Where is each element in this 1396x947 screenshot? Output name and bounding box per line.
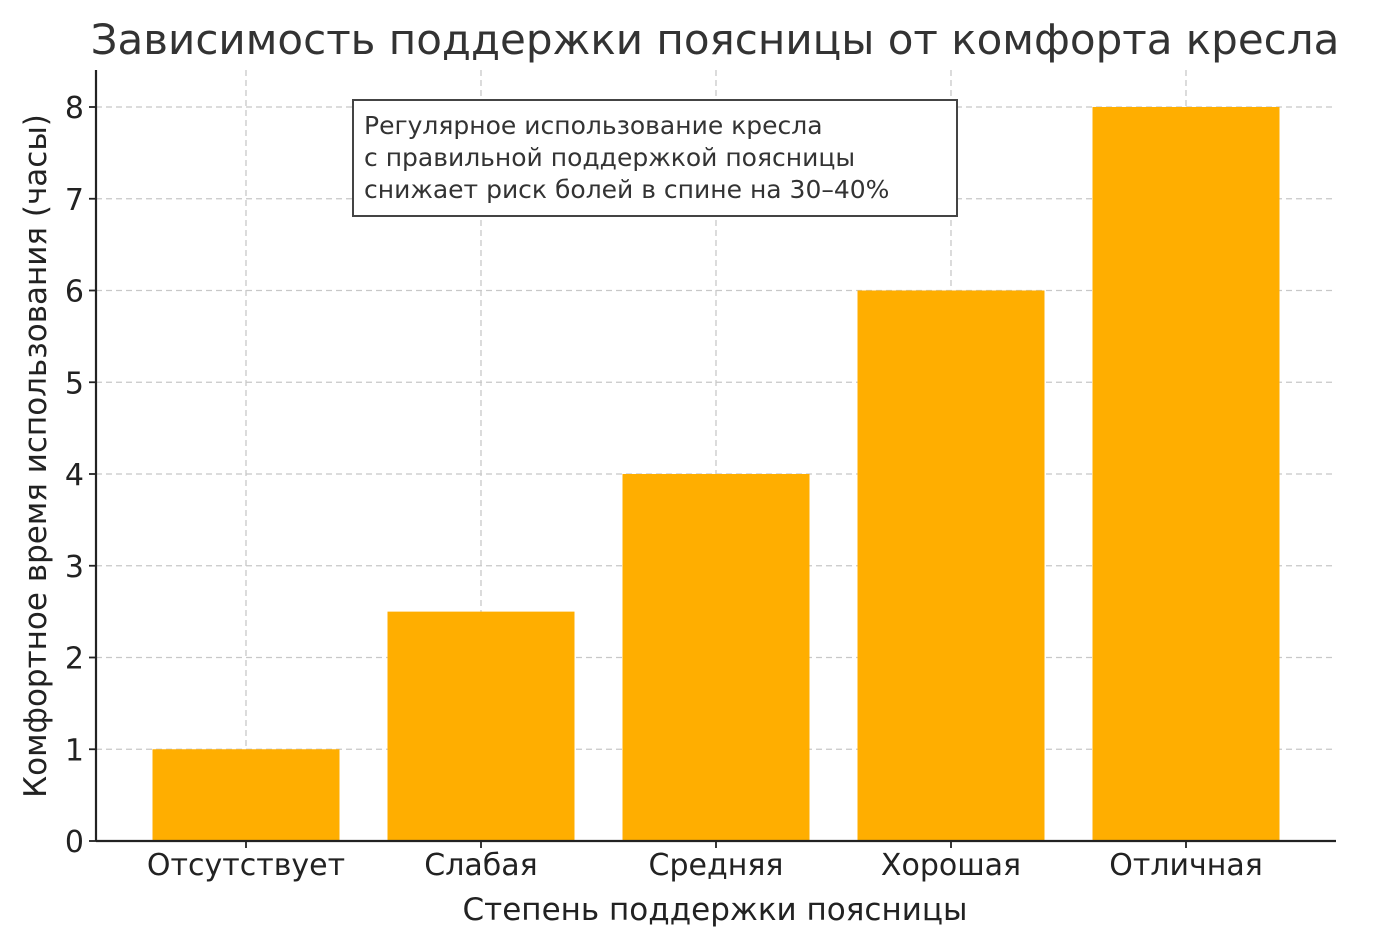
x-tick-label: Хорошая	[881, 848, 1021, 883]
y-axis-ticks: 0 1 2 3 4 5 6 7 8	[65, 91, 96, 860]
y-tick-label: 0	[65, 825, 84, 860]
y-tick-label: 2	[65, 642, 84, 677]
y-tick-label: 1	[65, 733, 84, 768]
x-tick-label: Средняя	[649, 848, 784, 883]
y-tick-label: 7	[65, 183, 84, 218]
x-axis-label: Степень поддержки поясницы	[463, 892, 968, 928]
bars	[152, 107, 1280, 841]
y-tick-label: 5	[65, 366, 84, 401]
y-tick-label: 4	[65, 458, 84, 493]
annotation-line-2: с правильной поддержкой поясницы	[364, 143, 855, 172]
annotation-line-3: снижает риск болей в спине на 30–40%	[364, 175, 889, 204]
y-tick-label: 6	[65, 275, 84, 310]
x-tick-label: Отсутствует	[147, 848, 345, 883]
y-tick-label: 3	[65, 550, 84, 585]
bar-4	[857, 290, 1045, 841]
x-tick-label: Отличная	[1109, 848, 1263, 883]
y-axis-label: Комфортное время использования (часы)	[18, 114, 54, 798]
bar-2	[387, 611, 575, 841]
x-tick-label: Слабая	[424, 848, 537, 883]
bar-3	[622, 474, 810, 841]
bar-1	[152, 749, 340, 841]
x-axis-ticks: Отсутствует Слабая Средняя Хорошая Отличная	[147, 841, 1263, 883]
annotation-box: Регулярное использование кресла с правил…	[352, 99, 958, 217]
y-tick-label: 8	[65, 91, 84, 126]
chart-title: Зависимость поддержки поясницы от комфор…	[91, 15, 1340, 64]
bar-5	[1092, 107, 1280, 841]
annotation-frame	[352, 99, 958, 217]
annotation-line-1: Регулярное использование кресла	[364, 111, 823, 140]
